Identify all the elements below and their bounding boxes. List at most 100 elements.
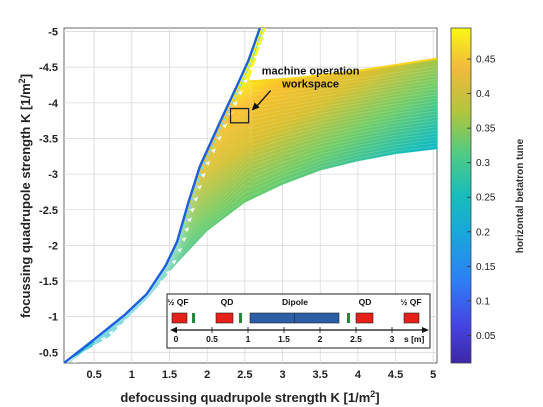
boundary-marker (189, 207, 195, 213)
workspace-arrowhead (251, 102, 260, 111)
boundary-marker (159, 279, 165, 285)
boundary-marker (257, 44, 263, 50)
x-tick-label: 3.5 (313, 369, 328, 381)
lattice-scale-label: 2 (318, 334, 323, 344)
x-tick-label: 4 (355, 369, 362, 381)
y-tick-label: -1 (48, 312, 58, 324)
lattice-half-qf-right (403, 312, 420, 324)
boundary-marker (181, 236, 187, 242)
boundary-marker (171, 259, 177, 265)
y-tick-labels: -0.5 -1 -1.5 -2 -2.5 -3 -3.5 -4 -4.5 -5 (39, 27, 59, 360)
boundary-marker (243, 78, 249, 84)
lattice-label-qd-right: QD (359, 297, 372, 307)
colorbar-tick-label: 0.3 (476, 158, 490, 169)
boundary-marker (131, 311, 137, 317)
tune-contour-line (93, 110, 437, 344)
tune-contour-line (93, 120, 437, 344)
colorbar-tick-label: 0.4 (476, 89, 490, 100)
colorbar-tick-label: 0.45 (476, 55, 496, 66)
y-tick-label: -2.5 (39, 205, 58, 217)
boundary-marker (153, 289, 159, 295)
y-axis-label-main: focussing quadrupole strength K [1/m (18, 83, 33, 318)
boundary-marker (232, 101, 238, 107)
colorbar-tick-label: 0.15 (476, 262, 496, 273)
tune-contour-line (93, 94, 437, 343)
y-axis-label: focussing quadrupole strength K [1/m2] (17, 74, 33, 318)
boundary-marker (92, 343, 98, 349)
tune-contour-line (93, 113, 437, 344)
boundary-marker (82, 351, 88, 357)
right-edge (248, 57, 437, 83)
upper-edge (64, 28, 262, 363)
y-axis-label-end: ] (18, 74, 33, 78)
x-tick-label: 3 (279, 369, 285, 381)
boundary-marker (237, 90, 243, 96)
lattice-sextupole-3 (347, 313, 350, 323)
lattice-qd-right (355, 312, 374, 324)
x-tick-label: 2.5 (237, 369, 252, 381)
lattice-qd-left (215, 312, 234, 324)
x-axis-label-sup: 2 (370, 389, 375, 399)
lattice-scale-label: 0 (174, 334, 179, 344)
boundary-marker (100, 336, 106, 342)
x-tick-label: 5 (430, 369, 436, 381)
lattice-sextupole-2 (239, 313, 242, 323)
tune-contour-line (93, 104, 437, 343)
lattice-inset: ½ QF QD Dipole QD ½ QF 0 0.5 1 1.5 2 2.5 3 s [… (166, 293, 431, 349)
boundary-marker (193, 196, 199, 202)
x-tick-label: 2 (204, 369, 210, 381)
lattice-scale-label: 0.5 (206, 334, 218, 344)
boundary-marker (138, 304, 144, 310)
lattice-scale-unit: s [m] (404, 334, 424, 344)
boundary-marker (187, 217, 193, 223)
boundary-marker (108, 330, 114, 336)
tune-contour-line (93, 101, 437, 343)
colorbar (450, 27, 472, 364)
lattice-half-qf-left (171, 312, 188, 324)
colorbar-tick-label: 0.35 (476, 124, 496, 135)
y-tick-label: -4.5 (39, 62, 58, 74)
colorbar-tick-label: 0.25 (476, 193, 496, 204)
colorbar-tick-label: 0.2 (476, 227, 490, 238)
x-tick-label: 4.5 (388, 369, 403, 381)
boundary-marker (248, 66, 254, 72)
boundary-marker (216, 135, 222, 141)
boundary-marker (165, 270, 171, 276)
tune-contour-line (93, 107, 437, 343)
colorbar-ticks: 0.05 0.1 0.15 0.2 0.25 0.3 0.35 0.4 0.45 (467, 55, 496, 342)
y-tick-label: -2 (48, 240, 58, 252)
tune-contour-line (93, 91, 437, 342)
lattice-label-half-qf-left: ½ QF (167, 297, 188, 307)
lattice-label-dipole: Dipole (282, 297, 308, 307)
tune-contour-line (93, 97, 437, 343)
boundary-marker (253, 54, 259, 60)
x-axis-label: defocussing quadrupole strength K [1/m2] (120, 389, 379, 405)
boundary-marker (200, 172, 206, 178)
lattice-scale-label: 1.5 (278, 334, 290, 344)
lattice-scale-label: 1 (246, 334, 251, 344)
boundary-marker (146, 297, 152, 303)
boundary-marker (222, 123, 228, 129)
annotation-line-1: machine operation (262, 66, 360, 78)
boundary-marker (115, 324, 121, 330)
upper-edge-inner (67, 28, 264, 363)
x-tick-labels: 0.5 1 1.5 2 2.5 3 3.5 4 4.5 5 (86, 369, 436, 381)
colorbar-tick-label: 0.05 (476, 331, 496, 342)
lattice-label-half-qf-right: ½ QF (400, 297, 421, 307)
lattice-sextupole-1 (192, 313, 195, 323)
boundary-marker (205, 160, 211, 166)
x-tick-label: 1 (129, 369, 135, 381)
tune-contour-line (93, 117, 437, 344)
lattice-axis-arrow-left (170, 327, 177, 333)
y-tick-label: -3 (48, 169, 58, 181)
colorbar-tick-label: 0.1 (476, 296, 490, 307)
y-tick-label: -3.5 (39, 133, 58, 145)
y-tick-label: -0.5 (39, 347, 58, 359)
x-axis-label-main: defocussing quadrupole strength K [1/m (120, 390, 370, 405)
annotation-line-2: workspace (281, 79, 339, 91)
lattice-scale: 0 0.5 1 1.5 2 2.5 3 (174, 327, 395, 344)
boundary-marker (211, 148, 217, 154)
x-tick-label: 1.5 (162, 369, 177, 381)
tune-contour-line (93, 123, 437, 344)
